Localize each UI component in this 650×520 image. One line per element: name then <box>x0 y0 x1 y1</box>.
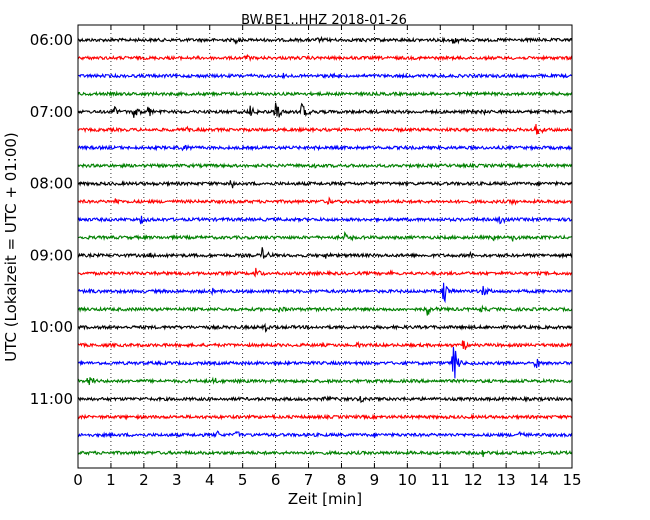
seismic-trace <box>77 102 573 118</box>
x-tick-label: 8 <box>337 471 347 489</box>
seismic-trace <box>77 376 573 386</box>
x-tick-label: 4 <box>205 471 215 489</box>
x-axis: 0 1 2 3 4 5 6 7 8 9 10 11 12 13 14 15 <box>73 25 582 489</box>
x-tick-label: 5 <box>238 471 248 489</box>
seismic-trace <box>77 90 573 98</box>
y-tick-label: 09:00 <box>30 246 73 264</box>
x-tick-label: 3 <box>172 471 182 489</box>
seismic-trace <box>77 449 573 458</box>
seismic-trace <box>77 144 573 152</box>
trace-group <box>77 35 573 458</box>
seismic-trace <box>77 395 573 404</box>
seismic-trace <box>77 123 573 135</box>
x-tick-label: 7 <box>304 471 314 489</box>
grid-lines <box>110 25 540 468</box>
seismic-trace <box>77 247 573 260</box>
x-tick-label: 6 <box>271 471 281 489</box>
seismic-trace <box>77 231 573 242</box>
chart-title: BW.BE1..HHZ 2018-01-26 <box>241 13 407 28</box>
x-tick-label: 0 <box>73 471 83 489</box>
x-tick-label: 14 <box>530 471 549 489</box>
x-tick-label: 9 <box>370 471 380 489</box>
seismic-trace <box>77 72 573 80</box>
x-tick-label: 13 <box>497 471 516 489</box>
seismic-trace <box>77 267 573 278</box>
y-axis-label: UTC (Lokalzeit = UTC + 01:00) <box>2 132 20 362</box>
x-tick-label: 15 <box>562 471 581 489</box>
seismic-trace <box>77 53 573 62</box>
y-tick-label: 07:00 <box>30 103 73 121</box>
seismic-trace <box>77 430 573 439</box>
seismic-trace <box>77 346 573 379</box>
y-tick-label: 06:00 <box>30 31 73 49</box>
x-tick-label: 1 <box>106 471 116 489</box>
y-axis: 06:00 07:00 08:00 09:00 10:00 11:00 <box>30 31 572 408</box>
y-tick-label: 11:00 <box>30 390 73 408</box>
x-tick-label: 12 <box>464 471 483 489</box>
seismic-trace <box>77 180 573 189</box>
seismic-trace <box>77 413 573 421</box>
seismic-trace <box>77 304 573 316</box>
seismic-trace <box>77 215 573 225</box>
seismic-trace <box>77 162 573 170</box>
y-tick-label: 10:00 <box>30 318 73 336</box>
seismic-trace <box>77 322 573 333</box>
seismic-trace <box>77 196 573 206</box>
x-tick-label: 2 <box>139 471 149 489</box>
y-tick-label: 08:00 <box>30 175 73 193</box>
plot-frame <box>77 24 573 469</box>
seismic-trace <box>77 35 573 45</box>
x-tick-label: 10 <box>398 471 417 489</box>
seismic-trace <box>77 282 573 304</box>
x-axis-label: Zeit [min] <box>288 490 362 508</box>
seismic-trace <box>77 340 573 350</box>
x-tick-label: 11 <box>431 471 450 489</box>
